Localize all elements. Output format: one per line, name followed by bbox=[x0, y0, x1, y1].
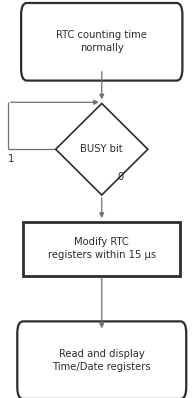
Text: Read and display
Time/Date registers: Read and display Time/Date registers bbox=[52, 349, 151, 372]
FancyBboxPatch shape bbox=[21, 3, 182, 80]
Text: Modify RTC
registers within 15 μs: Modify RTC registers within 15 μs bbox=[48, 237, 156, 260]
FancyBboxPatch shape bbox=[17, 322, 186, 398]
Text: 0: 0 bbox=[118, 172, 124, 182]
Bar bbox=[23, 222, 180, 275]
Text: BUSY bit: BUSY bit bbox=[80, 144, 123, 154]
Polygon shape bbox=[56, 103, 148, 195]
Text: 1: 1 bbox=[8, 154, 15, 164]
Text: RTC counting time
normally: RTC counting time normally bbox=[56, 30, 147, 53]
